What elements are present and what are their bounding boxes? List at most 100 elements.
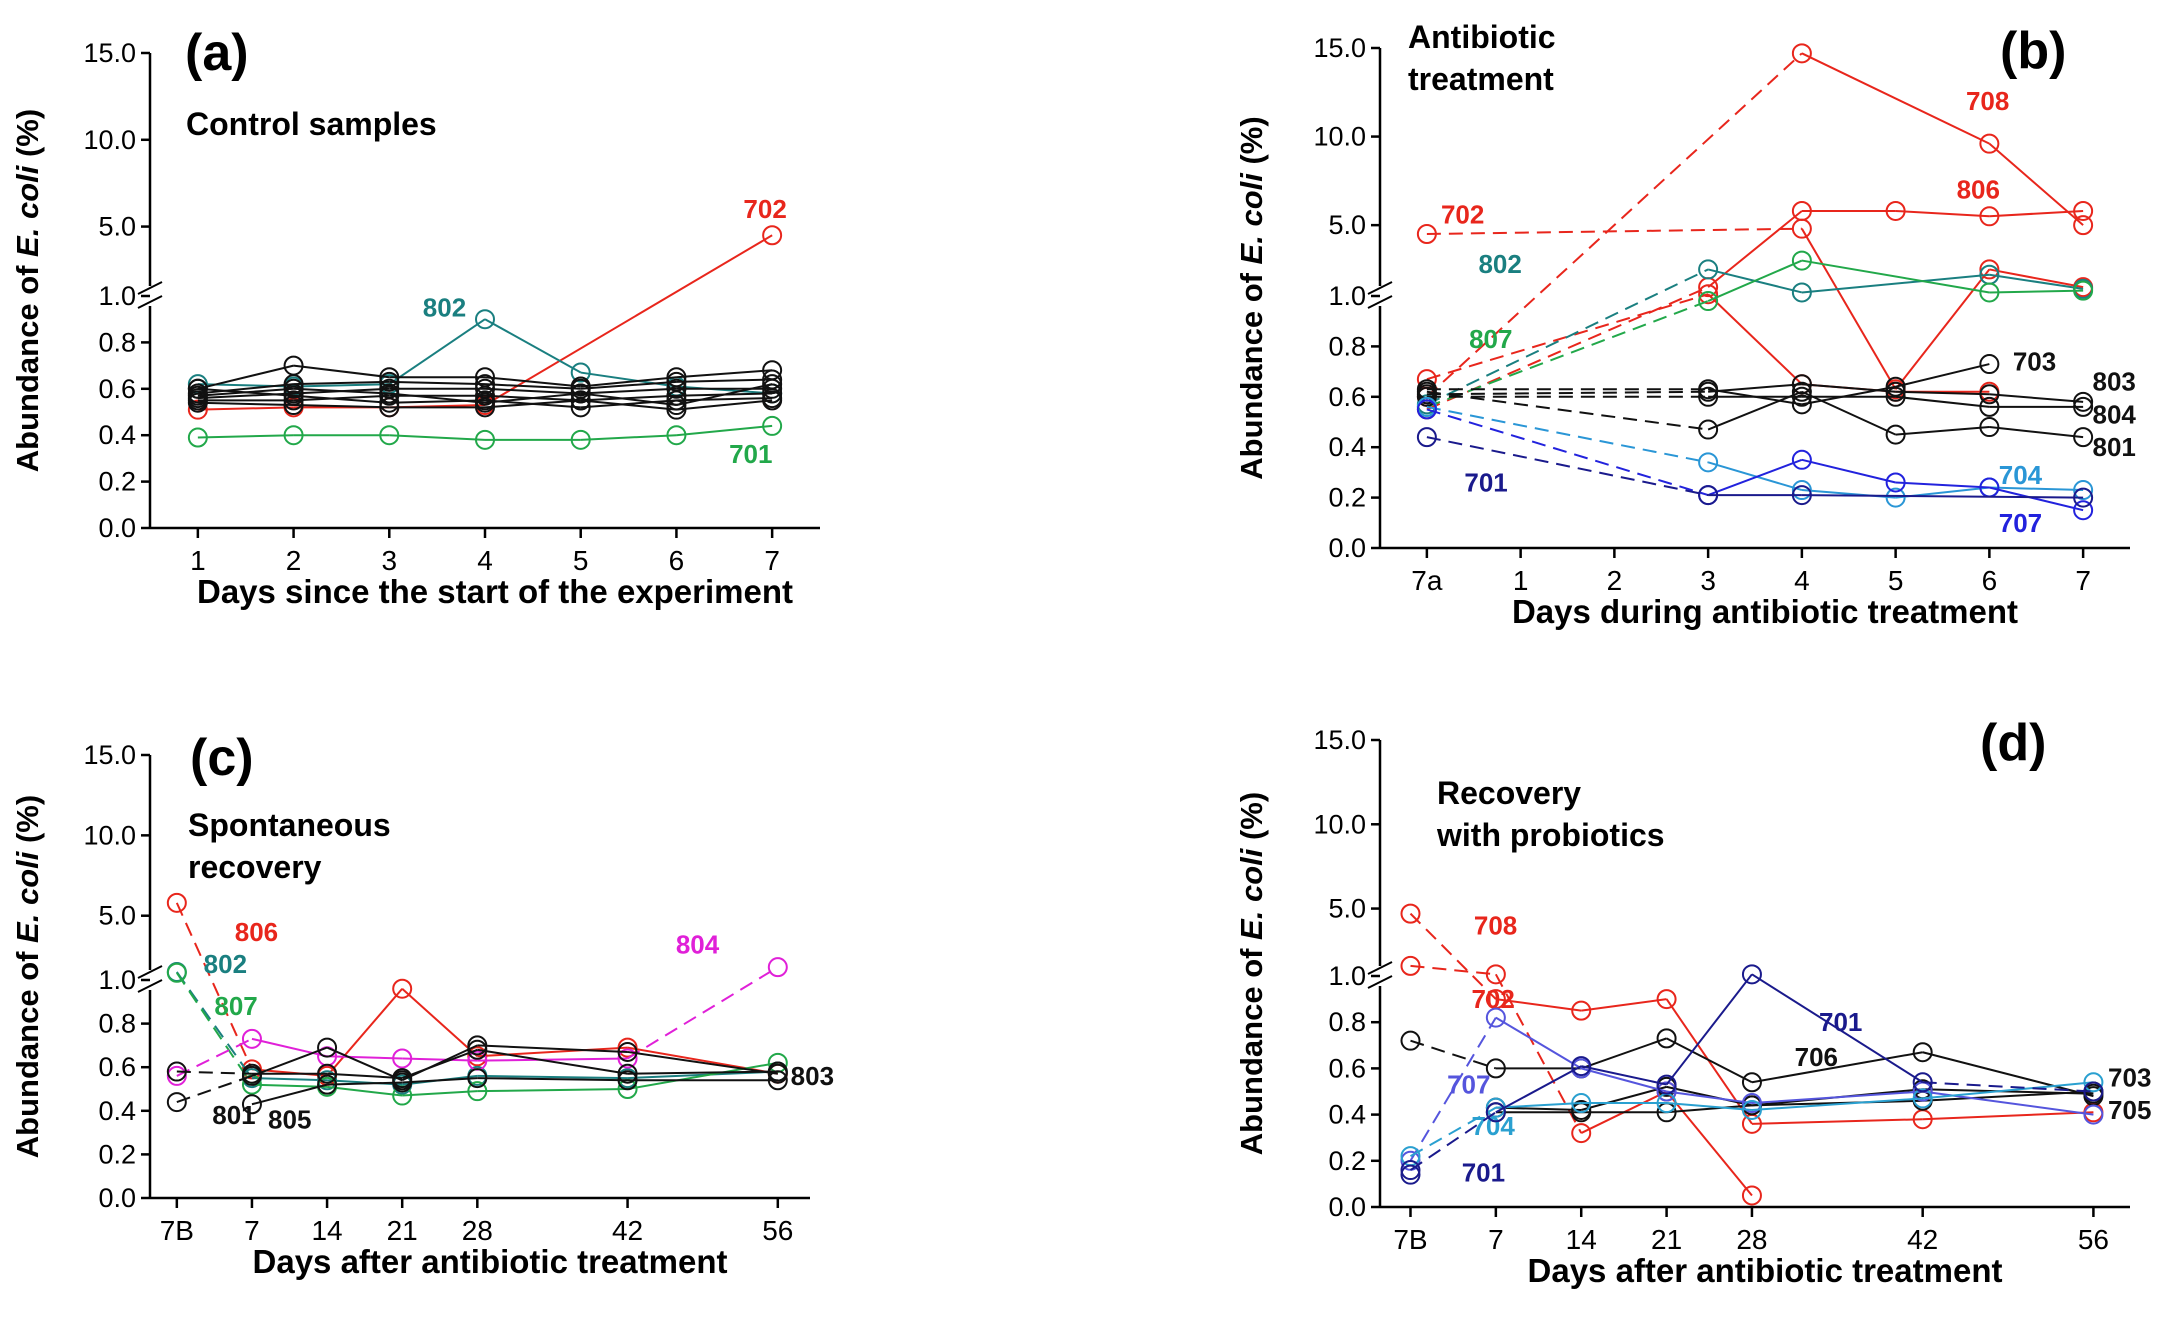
axis-break-mark [137, 281, 163, 295]
data-point [1741, 1185, 1762, 1206]
data-point [617, 1037, 638, 1058]
y-tick-label: 0.6 [98, 374, 136, 404]
data-point [475, 429, 495, 450]
series-line-segment [1989, 209, 2084, 218]
series-label: 807 [1469, 324, 1512, 354]
data-point [317, 1063, 338, 1084]
chart-title: Recovery with probiotics [1436, 775, 1665, 853]
data-point [1698, 419, 1719, 440]
x-axis-label: Days since the start of the experiment [197, 573, 793, 610]
series-line-segment [401, 987, 478, 1058]
series-line-segment [251, 1077, 328, 1082]
axis-break-mark [1367, 975, 1393, 989]
series-801: 801 [166, 1035, 788, 1130]
y-axis-label-italic: E. coli [1234, 847, 1269, 940]
series-line-segment [1801, 458, 1896, 484]
data-point [1400, 955, 1421, 976]
series-line-segment [1707, 458, 1803, 497]
y-axis-label: Abundance of E. coli (%) [10, 109, 45, 472]
series-label: 802 [204, 949, 247, 979]
series-line-segment [580, 394, 677, 402]
series-line-segment [388, 318, 486, 385]
data-point [1698, 381, 1719, 402]
series-label: 701 [1464, 467, 1507, 497]
series-line-segment [477, 1077, 628, 1082]
series-line-segment [1426, 227, 1802, 235]
series-line-segment [327, 1081, 403, 1086]
series-line-segment [580, 392, 677, 407]
data-point [1979, 282, 2000, 303]
series-804: 804 [166, 930, 788, 1086]
y-tick-label: 5.0 [1328, 210, 1366, 240]
series-line-segment [293, 394, 390, 402]
chart-title: Spontaneous recovery [188, 807, 391, 885]
data-point [1791, 485, 1812, 506]
y-tick-label: 15.0 [83, 38, 136, 68]
series-line-segment [1801, 383, 1896, 393]
data-point [187, 392, 208, 413]
series-line-segment [293, 364, 390, 379]
series-line-segment [484, 376, 581, 388]
y-axis-label: Abundance of E. coli (%) [10, 795, 45, 1158]
data-point [1791, 374, 1812, 395]
series-line-segment [1666, 1085, 1753, 1107]
series-line-segment [580, 380, 677, 390]
series-label: 708 [1474, 910, 1517, 940]
y-axis-label: Abundance of E. coli (%) [1234, 792, 1269, 1155]
data-point [1698, 259, 1719, 280]
series-line-segment [1426, 390, 1709, 396]
x-tick-label: 14 [1566, 1224, 1597, 1255]
y-tick-label: 15.0 [83, 740, 136, 770]
data-point [1912, 1088, 1933, 1109]
x-tick-label: 7B [160, 1215, 194, 1246]
data-point [666, 425, 687, 446]
series-ctrl-1 [187, 355, 783, 399]
series-line-segment [1801, 259, 1990, 294]
data-point [1885, 386, 1906, 407]
series-line-segment [1665, 973, 1753, 1086]
x-tick-label: 2 [286, 545, 302, 576]
series-line-segment [1666, 1104, 1753, 1114]
x-tick-label: 7a [1411, 565, 1443, 596]
series-label: 707 [1447, 1070, 1490, 1100]
series-806: 806 [166, 892, 788, 1086]
series-line-segment [197, 434, 294, 439]
series-line-segment [477, 1074, 628, 1080]
data-point [767, 1070, 788, 1091]
y-tick-label: 10.0 [83, 125, 136, 155]
series-701-low: 701 [1400, 1157, 1505, 1187]
series-line-segment [477, 1044, 628, 1053]
series-line-segment [1426, 408, 1709, 497]
data-point [1885, 472, 1906, 493]
data-point [166, 1092, 187, 1113]
data-point [379, 397, 400, 418]
series-line-segment [580, 399, 677, 409]
data-point [467, 1039, 488, 1060]
series-701: 701 [1400, 964, 2104, 1181]
x-tick-label: 42 [612, 1215, 643, 1246]
data-point [1791, 218, 1812, 239]
series-line-segment [1895, 363, 1990, 388]
series-line-segment [1989, 486, 2084, 512]
series-label: 804 [2093, 399, 2137, 429]
series-707: 707 [1400, 1007, 2104, 1171]
series-line-segment [327, 1079, 403, 1086]
data-point [1791, 449, 1812, 470]
y-tick-label: 0.2 [1328, 1146, 1366, 1176]
data-point [1698, 452, 1719, 473]
series-line-segment [1922, 1081, 2094, 1100]
series-line-segment [1801, 228, 1897, 390]
y-axis-label-suffix: (%) [1234, 116, 1269, 173]
series-line-segment [389, 434, 486, 441]
data-point [1741, 1072, 1762, 1093]
series-label: 702 [743, 194, 786, 224]
series-line-segment [484, 234, 773, 406]
x-tick-label: 7 [244, 1215, 260, 1246]
series-ctrl-6 [187, 390, 783, 420]
series-line-segment [1751, 1090, 1923, 1105]
y-axis-label-italic: E. coli [10, 164, 45, 257]
data-point [2073, 427, 2094, 448]
data-point [1571, 1093, 1592, 1114]
series-line-segment [176, 1074, 253, 1104]
y-axis-label-prefix: Abundance of [1234, 940, 1269, 1155]
